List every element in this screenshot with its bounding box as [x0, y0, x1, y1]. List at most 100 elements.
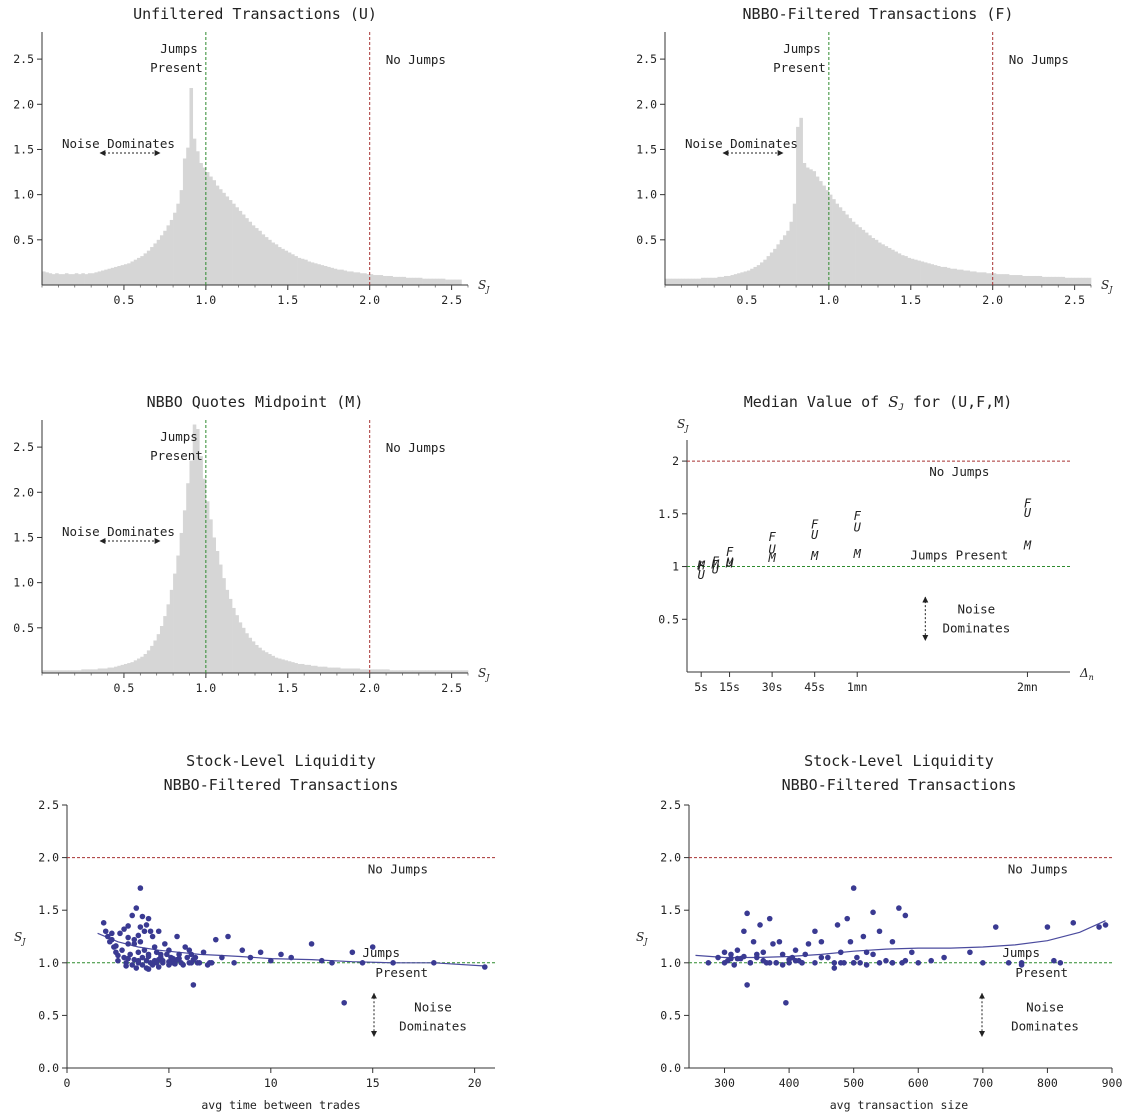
histogram-bar [425, 670, 429, 673]
histogram-bar [668, 278, 672, 285]
scatter-point [776, 938, 783, 945]
histogram-bar [45, 272, 49, 285]
histogram-bar [454, 670, 459, 673]
median-marker-M: M [697, 558, 706, 572]
scatter-point [741, 953, 747, 960]
histogram-bar [930, 264, 935, 285]
median-marker-M: M [853, 547, 862, 561]
histogram-bar [343, 270, 348, 285]
histogram-bar [340, 269, 344, 285]
median-marker-F: F [726, 545, 734, 559]
fit-curve [695, 920, 1106, 959]
histogram-bar [264, 237, 269, 285]
histogram-bar [327, 266, 331, 285]
x-tick-label: 10 [264, 1076, 278, 1090]
median-marker-M: M [810, 549, 819, 563]
x-tick-label: 0 [64, 1076, 71, 1090]
annotation-no-jumps: No Jumps [929, 464, 989, 479]
scatter-point [121, 926, 127, 932]
annotation-no-jumps: No Jumps [1009, 52, 1069, 67]
scatter-point [145, 966, 152, 972]
median-marker-M: M [711, 557, 720, 571]
median-marker-U: U [811, 528, 819, 542]
annotation-present: Present [1015, 965, 1068, 980]
x-tick-label: 1.0 [195, 681, 216, 695]
histogram-bar [727, 275, 731, 285]
scatter-point [1005, 960, 1012, 966]
histogram-bar [412, 277, 416, 285]
scatter-point [757, 922, 763, 928]
histogram-bar [146, 250, 151, 285]
median-marker-U: U [698, 568, 706, 582]
histogram-bar [84, 669, 89, 673]
histogram-bar [130, 662, 135, 673]
median-marker-F: F [698, 560, 706, 574]
median-marker-U: U [726, 555, 734, 569]
histogram-bar [186, 147, 190, 285]
scatter-point [147, 928, 154, 935]
histogram-bar [982, 272, 987, 285]
histogram-bar [1058, 276, 1062, 285]
histogram-bar [310, 665, 315, 673]
scatter-point [200, 949, 207, 956]
scatter-point [268, 957, 274, 964]
scatter-point [715, 954, 721, 961]
histogram-bar [245, 218, 249, 285]
y-tick-label: 1.0 [13, 576, 34, 590]
histogram-bar [796, 126, 800, 285]
scatter-point [143, 922, 150, 928]
x-tick-label: 2mn [1017, 680, 1038, 694]
histogram-bar [307, 664, 312, 673]
annotation-no-jumps: No Jumps [386, 440, 446, 455]
histogram-bar [969, 271, 974, 285]
scatter-point [318, 957, 325, 964]
histogram-bar [418, 670, 423, 673]
x-tick-label: 2.5 [1064, 293, 1085, 307]
x-tick-label: 400 [779, 1076, 800, 1090]
histogram-bar [228, 200, 233, 285]
scatter-point [876, 960, 883, 966]
scatter-point [825, 954, 831, 961]
histogram-bar [743, 271, 748, 285]
liquidity-size-panel: 300 400 500 600 700 800 900 0.0 0.5 1.0 1.5 2.0 2.5 S… [636, 752, 1122, 1112]
y-tick-label: 0.0 [38, 1061, 59, 1075]
scatter-point [941, 954, 947, 961]
histogram-bar [825, 190, 830, 285]
y-tick-label: 1.5 [38, 903, 59, 917]
histogram-bar [192, 424, 197, 673]
x-tick-label: 15s [719, 680, 740, 694]
histogram-bar [100, 270, 105, 285]
histogram-bar [910, 258, 915, 285]
histogram-bar [363, 273, 367, 285]
y-axis-label-main: S [14, 930, 22, 944]
histogram-bar [441, 670, 446, 673]
scatter-point [155, 928, 162, 935]
y-tick-label: 2.5 [38, 798, 59, 812]
histogram-bar [182, 510, 187, 673]
scatter-point [728, 951, 734, 958]
histogram-bar [271, 655, 275, 673]
histogram-bar [94, 669, 99, 673]
histogram-bar [828, 194, 833, 285]
histogram-bar [248, 221, 253, 285]
scatter-point [889, 938, 896, 945]
histogram-bar [395, 670, 400, 673]
scatter-point [728, 955, 734, 962]
histogram-midpoint-panel: 0.5 1.0 1.5 2.0 2.5 0.5 1.0 1.5 2.0 2.5 NBBO Quote… [13, 393, 490, 695]
histogram-bar [855, 224, 859, 285]
histogram-bar [369, 669, 374, 673]
x-axis-label-main: Δ [1079, 666, 1089, 680]
histogram-bar [74, 670, 79, 673]
histogram-bar [264, 652, 269, 673]
histogram-bars [42, 424, 469, 673]
histogram-bar [333, 268, 338, 285]
scatter-point [141, 928, 148, 935]
histogram-bar [710, 277, 715, 285]
histogram-bar [933, 265, 938, 285]
chart-subtitle: NBBO-Filtered Transactions [164, 776, 399, 794]
scatter-point [133, 905, 140, 911]
histogram-bar [258, 647, 262, 673]
histogram-bar [274, 244, 279, 285]
annotation-noise: Noise [414, 999, 452, 1014]
histogram-bar [1009, 275, 1013, 285]
